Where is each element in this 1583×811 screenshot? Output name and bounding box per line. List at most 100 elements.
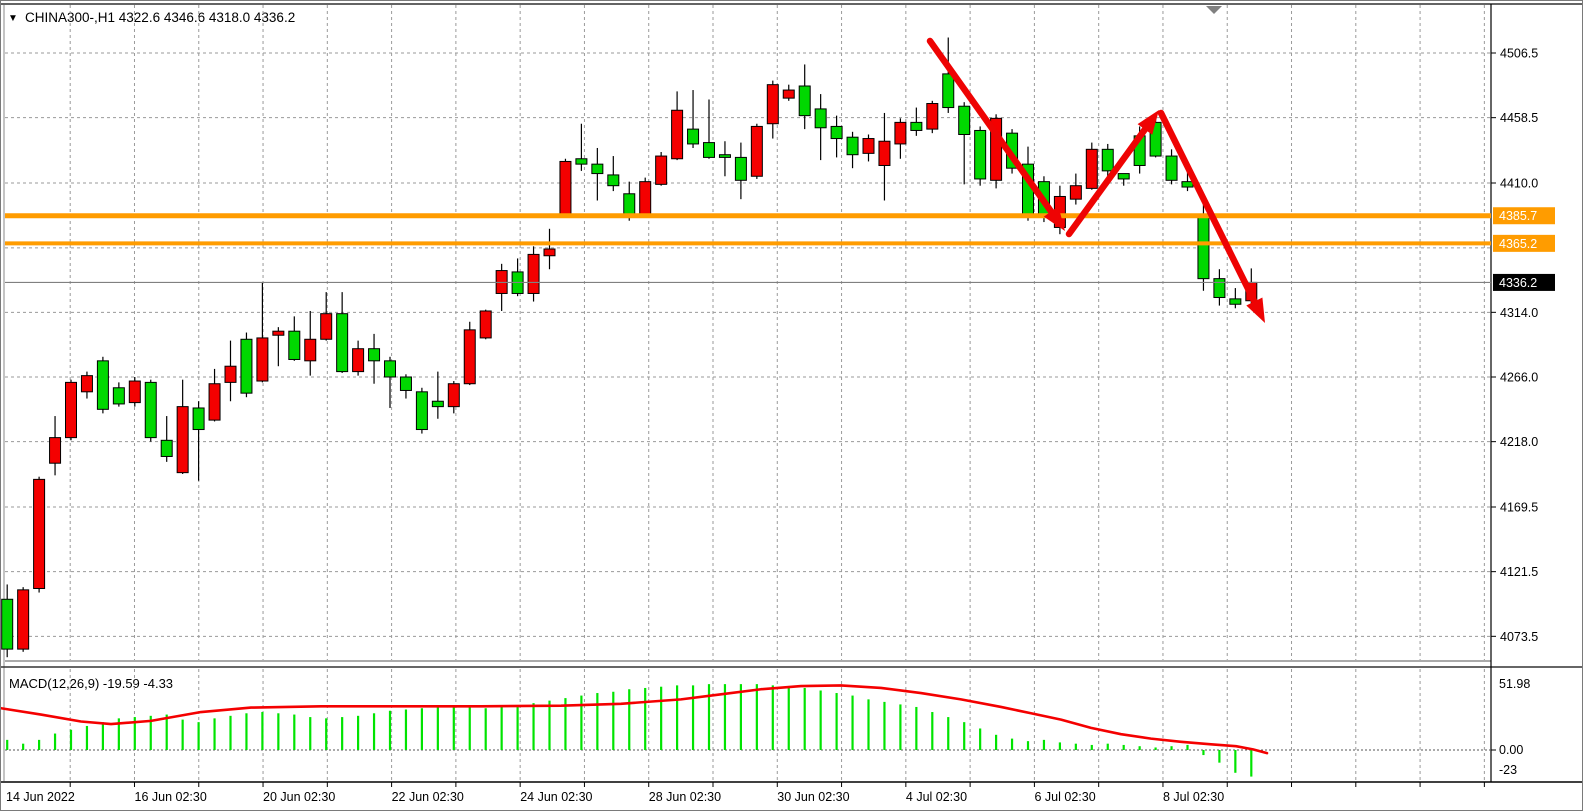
candle — [65, 379, 77, 441]
bull-candle-body — [607, 174, 620, 187]
candle — [607, 156, 620, 192]
price-axis-label: 4266.0 — [1500, 370, 1538, 384]
price-axis-label: 4073.5 — [1500, 630, 1538, 644]
price-axis-label: 4314.0 — [1500, 306, 1538, 320]
candle — [1229, 288, 1242, 309]
candle — [878, 112, 891, 201]
candle — [703, 99, 715, 159]
bull-candle-body — [830, 125, 843, 140]
bull-candle-body — [703, 142, 715, 158]
bull-candle-body — [431, 400, 444, 408]
candle — [750, 123, 763, 179]
bull-candle-body — [814, 108, 827, 129]
bull-candle-body — [384, 360, 396, 378]
macd-axis-label: 0.00 — [1499, 743, 1523, 757]
candle — [128, 376, 141, 407]
candle — [352, 340, 365, 376]
candle — [224, 340, 237, 402]
bear-candle-body — [862, 138, 875, 154]
trend-arrow-head[interactable] — [1137, 110, 1159, 135]
candle — [384, 356, 396, 408]
bear-candle-body — [256, 337, 269, 382]
price-axis-label: 4506.5 — [1500, 47, 1538, 61]
chart-shift-marker-icon[interactable] — [1206, 6, 1222, 14]
candle — [990, 114, 1003, 189]
bear-candle-body — [176, 406, 189, 474]
bull-candle-body — [623, 193, 636, 215]
candle — [671, 91, 684, 161]
bull-candle-body — [1149, 121, 1162, 157]
bear-candle-body — [750, 125, 763, 177]
candle — [527, 246, 540, 302]
candle — [144, 379, 157, 442]
trend-arrow-head[interactable] — [1246, 297, 1265, 324]
bear-candle-body — [463, 329, 476, 385]
candle — [1085, 142, 1098, 190]
candle — [17, 587, 30, 652]
bull-candle-body — [718, 154, 731, 158]
candle — [33, 476, 46, 593]
bear-candle-body — [65, 381, 77, 439]
bull-candle-body — [687, 128, 700, 145]
time-axis-label: 14 Jun 2022 — [6, 790, 75, 804]
bear-candle-body — [527, 253, 540, 294]
candle — [1069, 173, 1082, 205]
candle — [192, 401, 205, 481]
candle — [814, 94, 827, 161]
candle — [926, 100, 939, 134]
bear-candle-body — [80, 375, 93, 393]
candle — [304, 310, 317, 376]
bull-candle-body — [240, 338, 253, 394]
bear-candle-body — [447, 383, 460, 408]
bear-candle-body — [272, 330, 285, 336]
time-axis-label: 22 Jun 02:30 — [392, 790, 464, 804]
candle — [80, 371, 93, 399]
trend-arrow-head[interactable] — [1043, 206, 1065, 231]
bull-candle-body — [734, 156, 747, 181]
level-price-tag — [1493, 207, 1555, 225]
candle — [559, 158, 572, 217]
bull-candle-body — [1, 598, 14, 650]
bull-candle-body — [798, 85, 811, 117]
bull-candle-body — [192, 407, 205, 431]
bear-candle-body — [766, 84, 779, 125]
candle — [368, 333, 381, 384]
bull-candle-body — [1101, 148, 1114, 172]
candle — [112, 382, 125, 407]
price-axis-label: 4121.5 — [1500, 565, 1538, 579]
candle — [591, 147, 604, 201]
candle — [974, 126, 987, 186]
bear-candle-body — [208, 383, 221, 421]
bear-candle-body — [17, 589, 30, 650]
time-axis-label: 6 Jul 02:30 — [1035, 790, 1096, 804]
candle — [208, 368, 221, 422]
trend-arrow-line[interactable] — [1065, 118, 1155, 238]
level-price-tag-label: 4385.7 — [1499, 209, 1537, 223]
bear-candle-body — [559, 160, 572, 215]
bull-candle-body — [591, 163, 604, 175]
trend-arrow-line[interactable] — [926, 37, 1061, 223]
candle — [655, 152, 668, 186]
candle — [862, 134, 875, 162]
bear-candle-body — [1085, 148, 1098, 189]
bear-candle-body — [894, 121, 907, 145]
bear-candle-body — [352, 348, 365, 373]
candle — [687, 90, 700, 148]
time-axis-label: 30 Jun 02:30 — [777, 790, 849, 804]
bull-candle-body — [942, 73, 955, 109]
candle — [49, 416, 62, 476]
candle — [272, 327, 285, 367]
time-axis-label: 20 Jun 02:30 — [263, 790, 335, 804]
candle — [463, 321, 476, 386]
symbol-dropdown-icon[interactable]: ▼ — [8, 13, 18, 24]
bull-candle-body — [288, 330, 301, 360]
macd-indicator-label: MACD(12,26,9) -19.59 -4.33 — [9, 676, 173, 691]
candle — [511, 258, 524, 297]
bull-candle-body — [1165, 155, 1178, 181]
trend-arrow-line[interactable] — [1157, 109, 1263, 314]
candle — [1149, 115, 1162, 158]
candle — [734, 142, 747, 200]
time-axis-label: 28 Jun 02:30 — [649, 790, 721, 804]
candle — [1213, 269, 1226, 306]
